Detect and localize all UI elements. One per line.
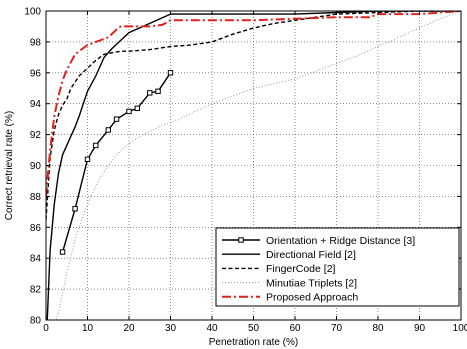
legend-box <box>215 227 460 307</box>
x-tick-label: 70 <box>331 323 343 334</box>
grid <box>46 11 461 320</box>
ticks: 0 10 20 30 40 50 60 70 80 90 100 80 82 84 86 88 90 92 94 96… <box>24 7 467 335</box>
data-point-marker <box>167 70 174 76</box>
legend: Orientation + Ridge Distance [3] Directio… <box>215 227 460 307</box>
data-point-marker <box>72 206 78 212</box>
y-tick-label: 80 <box>30 316 42 327</box>
legend-label: Minutiae Triplets [2] <box>266 277 357 289</box>
y-tick-label: 84 <box>30 254 42 265</box>
data-point-marker <box>59 249 66 255</box>
data-point-marker <box>147 90 153 96</box>
y-tick-label: 96 <box>30 68 42 79</box>
y-tick-label: 86 <box>30 223 42 234</box>
y-tick-label: 100 <box>24 7 41 18</box>
data-point-marker <box>113 116 120 122</box>
data-point-marker <box>134 105 141 112</box>
x-tick-label: 0 <box>43 323 49 334</box>
y-tick-label: 94 <box>30 99 42 110</box>
x-tick-label: 80 <box>372 323 384 334</box>
x-tick-label: 90 <box>414 323 426 334</box>
x-tick-label: 10 <box>82 323 94 334</box>
legend-marker <box>238 237 244 243</box>
x-axis-label: Penetration rate (%) <box>209 337 299 348</box>
x-tick-label: 30 <box>165 323 177 334</box>
data-point-marker <box>84 156 91 163</box>
y-tick-label: 82 <box>30 285 42 296</box>
legend-label: Directional Field [2] <box>266 249 356 261</box>
data-point-marker <box>105 127 111 133</box>
y-tick-label: 92 <box>30 130 42 141</box>
legend-label: Proposed Approach <box>266 292 358 304</box>
y-axis-label: Correct retrieval rate (%) <box>4 111 15 220</box>
series-line <box>55 11 461 320</box>
legend-label: FingerCode [2] <box>266 263 336 275</box>
series-line <box>46 11 461 197</box>
series-line <box>46 11 461 220</box>
x-tick-label: 60 <box>289 323 301 334</box>
x-tick-label: 40 <box>206 323 218 334</box>
data-point-marker <box>126 108 132 115</box>
x-tick-label: 50 <box>248 323 260 334</box>
x-tick-label: 100 <box>453 323 467 334</box>
y-tick-label: 90 <box>30 161 42 172</box>
data-point-marker <box>93 142 99 149</box>
legend-label: Orientation + Ridge Distance [3] <box>266 235 415 247</box>
y-tick-label: 98 <box>30 37 42 48</box>
data-point-marker <box>155 88 161 95</box>
x-tick-label: 20 <box>123 323 135 334</box>
y-tick-label: 88 <box>30 192 42 203</box>
